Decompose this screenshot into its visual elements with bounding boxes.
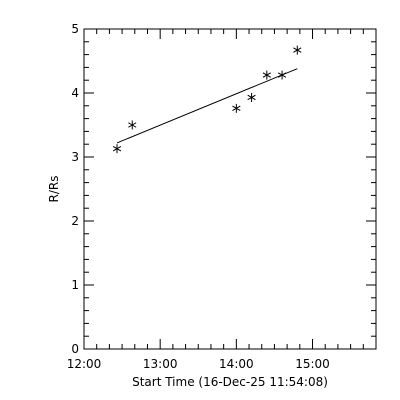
data-point bbox=[277, 70, 287, 80]
y-axis: 0 1 2 3 4 5 bbox=[71, 22, 376, 356]
y-tick-label: 3 bbox=[71, 150, 79, 164]
x-axis: 12:00 13:00 14:00 15:00 bbox=[67, 29, 377, 371]
x-tick-label: 15:00 bbox=[295, 357, 330, 371]
data-point bbox=[112, 144, 122, 154]
y-tick-label: 5 bbox=[71, 22, 79, 36]
x-axis-label: Start Time (16-Dec-25 11:54:08) bbox=[132, 375, 328, 389]
data-point bbox=[293, 45, 302, 55]
plot-frame bbox=[83, 28, 377, 350]
y-axis-label: R/Rs bbox=[47, 176, 61, 203]
x-tick-label: 13:00 bbox=[143, 357, 178, 371]
data-point bbox=[262, 70, 271, 80]
data-point bbox=[232, 103, 241, 113]
y-tick-label: 4 bbox=[71, 86, 79, 100]
x-tick-label: 12:00 bbox=[67, 357, 102, 371]
data-points bbox=[112, 45, 302, 154]
fit-line bbox=[116, 68, 298, 144]
data-point bbox=[128, 120, 137, 130]
data-point bbox=[247, 92, 256, 102]
y-tick-label: 2 bbox=[71, 214, 79, 228]
x-tick-label: 14:00 bbox=[219, 357, 254, 371]
y-tick-label: 1 bbox=[71, 278, 79, 292]
y-tick-label: 0 bbox=[71, 342, 79, 356]
